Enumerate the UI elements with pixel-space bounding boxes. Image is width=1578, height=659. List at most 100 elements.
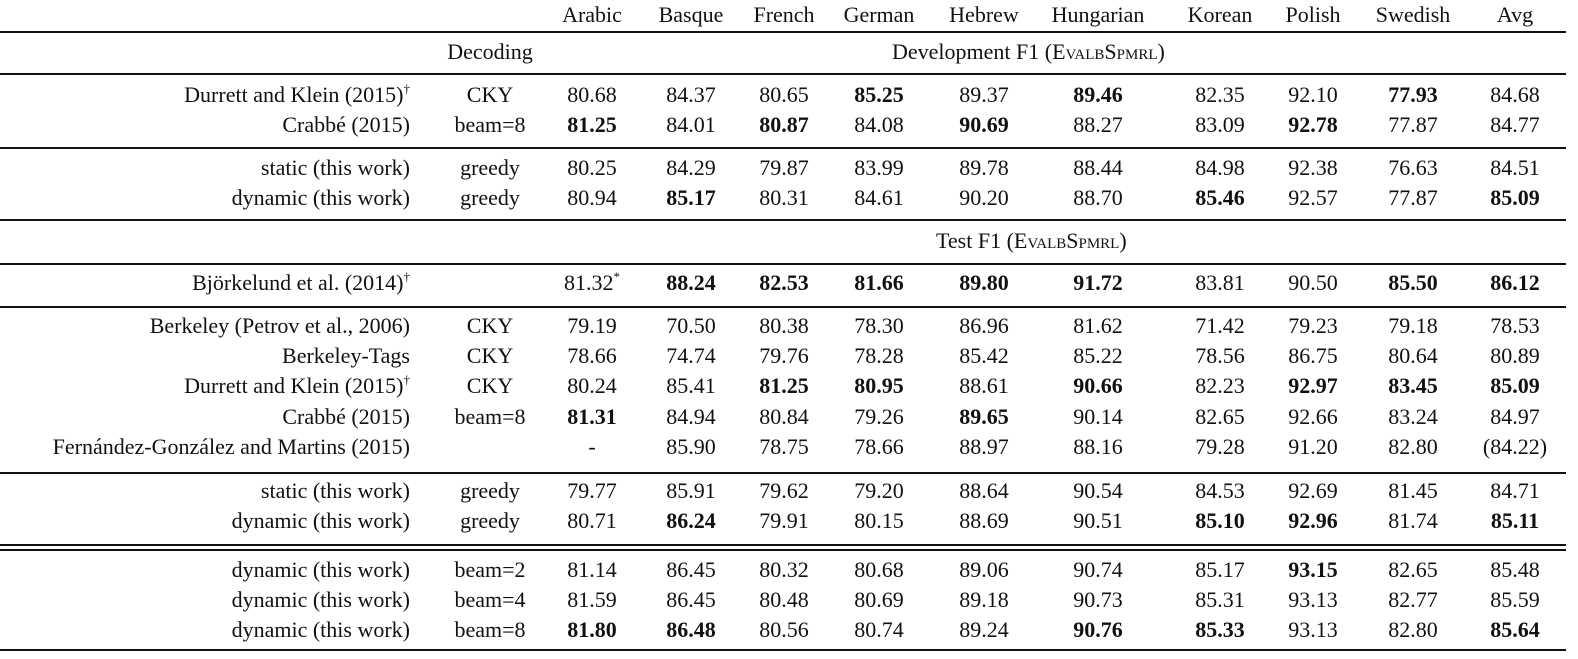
score-korean: 84.53 <box>1195 478 1245 503</box>
score-korean: 82.65 <box>1195 404 1245 429</box>
score-hungarian: 90.51 <box>1073 508 1123 533</box>
score-basque: 84.01 <box>666 112 716 137</box>
score-swedish: 76.63 <box>1388 155 1438 180</box>
score-basque: 85.41 <box>666 373 716 398</box>
score-avg: 80.89 <box>1490 343 1540 368</box>
system-name: dynamic (this work) <box>231 508 410 533</box>
system-name: dynamic (this work) <box>231 617 410 642</box>
col-header-avg: Avg <box>1496 2 1534 27</box>
decoding-header: Decoding <box>447 39 533 64</box>
col-header-polish: Polish <box>1285 2 1341 27</box>
test-section-title: Test F1 (EvalbSpmrl) <box>936 228 1127 253</box>
score-german: 78.28 <box>854 343 904 368</box>
score-german: 80.74 <box>854 617 904 642</box>
decoding-value: greedy <box>460 478 520 503</box>
score-french: 80.48 <box>759 587 809 612</box>
score-arabic: 78.66 <box>567 343 617 368</box>
rule <box>0 649 1566 651</box>
table-row: Björkelund et al. (2014)† 81.32* 88.24 82.5… <box>0 268 1566 298</box>
dagger-mark: † <box>403 372 411 387</box>
score-korean: 85.33 <box>1195 617 1245 642</box>
score-korean: 85.10 <box>1195 508 1245 533</box>
decoding-value: CKY <box>466 373 514 398</box>
score-french: 80.84 <box>759 404 809 429</box>
rule <box>0 73 1566 75</box>
score-avg: 84.68 <box>1490 82 1540 107</box>
score-polish: 91.20 <box>1288 434 1338 459</box>
score-arabic: 81.80 <box>567 617 617 642</box>
score-hungarian: 90.74 <box>1073 557 1123 582</box>
rule <box>0 31 1566 33</box>
system-name: Berkeley-Tags <box>282 343 410 368</box>
dagger-mark: † <box>403 269 411 284</box>
table-row: static (this work) greedy 80.25 84.29 79.87 8… <box>0 153 1566 183</box>
score-avg: 86.12 <box>1490 270 1540 295</box>
score-polish: 92.57 <box>1288 185 1338 210</box>
score-hebrew: 89.78 <box>959 155 1009 180</box>
score-hungarian: 88.16 <box>1073 434 1123 459</box>
score-korean: 85.17 <box>1195 557 1245 582</box>
table-row: dynamic (this work) beam=4 81.59 86.45 80.48… <box>0 585 1566 615</box>
score-korean: 82.23 <box>1195 373 1245 398</box>
score-polish: 92.66 <box>1288 404 1338 429</box>
score-avg: 84.71 <box>1490 478 1540 503</box>
score-german: 80.95 <box>854 373 904 398</box>
rule <box>0 263 1566 265</box>
table-row: dynamic (this work) greedy 80.71 86.24 79.91… <box>0 506 1566 536</box>
score-german: 79.20 <box>854 478 904 503</box>
score-korean: 82.35 <box>1195 82 1245 107</box>
decoding-value: CKY <box>466 343 514 368</box>
score-avg: 84.77 <box>1490 112 1540 137</box>
score-avg: (84.22) <box>1482 434 1548 459</box>
decoding-value: greedy <box>460 508 520 533</box>
col-header-arabic: Arabic <box>562 2 622 27</box>
decoding-value: beam=4 <box>454 587 526 612</box>
table-row: dynamic (this work) beam=8 81.80 86.48 80.56… <box>0 615 1566 645</box>
score-french: 80.32 <box>759 557 809 582</box>
score-swedish: 77.87 <box>1388 112 1438 137</box>
score-hungarian: 90.54 <box>1073 478 1123 503</box>
system-name: Crabbé (2015) <box>282 112 410 137</box>
score-hebrew: 88.97 <box>959 434 1009 459</box>
score-hungarian: 88.70 <box>1073 185 1123 210</box>
score-swedish: 79.18 <box>1388 313 1438 338</box>
score-swedish: 83.45 <box>1388 373 1438 398</box>
score-hebrew: 89.37 <box>959 82 1009 107</box>
score-polish: 93.13 <box>1288 617 1338 642</box>
table-row: Berkeley (Petrov et al., 2006) CKY 79.19 70… <box>0 311 1566 341</box>
col-header-hebrew: Hebrew <box>949 2 1019 27</box>
table-row: Berkeley-Tags CKY 78.66 74.74 79.76 78.28 85.4… <box>0 341 1566 371</box>
score-arabic: 81.32* <box>564 269 620 295</box>
decoding-value: CKY <box>466 82 514 107</box>
col-header-basque: Basque <box>658 2 724 27</box>
score-basque: 84.37 <box>666 82 716 107</box>
score-arabic: 81.59 <box>567 587 617 612</box>
score-hungarian: 88.27 <box>1073 112 1123 137</box>
decoding-value: beam=8 <box>454 617 526 642</box>
score-avg: 85.09 <box>1490 185 1540 210</box>
score-basque: 85.90 <box>666 434 716 459</box>
score-polish: 90.50 <box>1288 270 1338 295</box>
table-row: dynamic (this work) beam=2 81.14 86.45 80.32… <box>0 555 1566 585</box>
rule <box>0 306 1566 308</box>
score-polish: 92.10 <box>1288 82 1338 107</box>
score-arabic: 80.68 <box>567 82 617 107</box>
score-german: 80.68 <box>854 557 904 582</box>
score-hebrew: 89.06 <box>959 557 1009 582</box>
score-hungarian: 85.22 <box>1073 343 1123 368</box>
score-polish: 93.13 <box>1288 587 1338 612</box>
system-name: Crabbé (2015) <box>282 404 410 429</box>
score-arabic: 80.71 <box>567 508 617 533</box>
dagger-mark: † <box>403 81 411 96</box>
score-swedish: 82.80 <box>1388 617 1438 642</box>
score-avg: 85.59 <box>1490 587 1540 612</box>
score-german: 79.26 <box>854 404 904 429</box>
score-basque: 86.45 <box>666 587 716 612</box>
header-row: Arabic Basque French German Hebrew Hunga… <box>0 0 1566 30</box>
score-korean: 84.98 <box>1195 155 1245 180</box>
table-row: Crabbé (2015) beam=8 81.25 84.01 80.87 84.08 9… <box>0 110 1566 140</box>
col-header-german: German <box>843 2 915 27</box>
score-swedish: 80.64 <box>1388 343 1438 368</box>
score-french: 80.87 <box>759 112 809 137</box>
rule <box>0 472 1566 474</box>
